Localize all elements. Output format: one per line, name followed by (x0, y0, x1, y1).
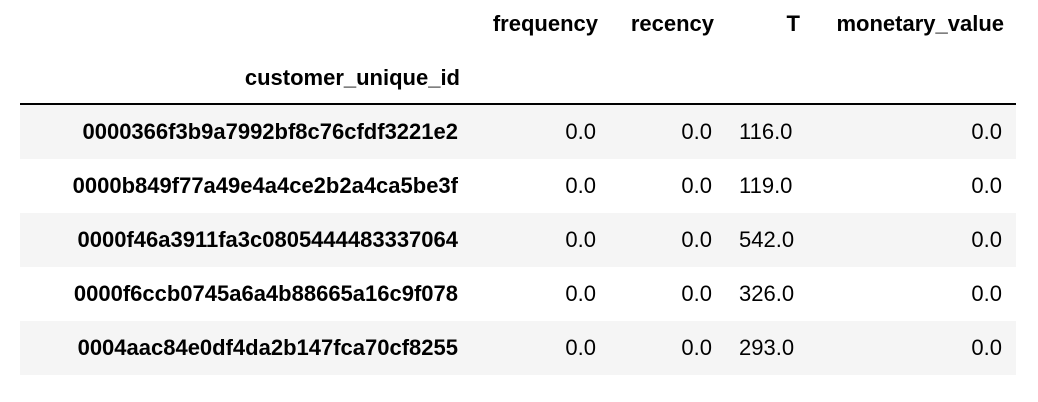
row-index-cell: 0000f46a3911fa3c0805444483337064 (77, 227, 459, 252)
frequency-cell: 0.0 (565, 173, 596, 198)
header-divider (20, 103, 1016, 105)
monetary-value-cell: 0.0 (971, 119, 1002, 144)
index-header: customer_unique_id (244, 65, 460, 90)
row-index-cell: 0004aac84e0df4da2b147fca70cf8255 (77, 335, 458, 360)
recency-cell: 0.0 (681, 227, 712, 252)
column-header-t: T (786, 11, 800, 36)
frequency-cell: 0.0 (565, 227, 596, 252)
table-row: 0000f46a3911fa3c0805444483337064 0.0 0.0… (20, 213, 1016, 267)
frequency-cell: 0.0 (565, 281, 596, 306)
recency-cell: 0.0 (681, 281, 712, 306)
column-header-recency: recency (630, 11, 714, 36)
table-row: 0004aac84e0df4da2b147fca70cf8255 0.0 0.0… (20, 321, 1016, 375)
recency-cell: 0.0 (681, 119, 712, 144)
t-cell: 119.0 (739, 173, 793, 198)
t-cell: 293.0 (739, 335, 795, 360)
monetary-value-cell: 0.0 (971, 335, 1002, 360)
table-row: 0000366f3b9a7992bf8c76cfdf3221e2 0.0 0.0… (20, 105, 1016, 159)
t-cell: 116.0 (739, 119, 793, 144)
t-cell: 542.0 (739, 227, 795, 252)
monetary-value-cell: 0.0 (971, 227, 1002, 252)
column-header-monetary-value: monetary_value (836, 11, 1004, 36)
recency-cell: 0.0 (681, 173, 712, 198)
frequency-cell: 0.0 (565, 119, 596, 144)
row-index-cell: 0000f6ccb0745a6a4b88665a16c9f078 (73, 281, 458, 306)
table-row: 0000b849f77a49e4a4ce2b2a4ca5be3f 0.0 0.0… (20, 159, 1016, 213)
t-cell: 326.0 (739, 281, 795, 306)
row-index-cell: 0000366f3b9a7992bf8c76cfdf3221e2 (82, 119, 458, 144)
column-header-frequency: frequency (492, 11, 598, 36)
monetary-value-cell: 0.0 (971, 281, 1002, 306)
table-row: 0000f6ccb0745a6a4b88665a16c9f078 0.0 0.0… (20, 267, 1016, 321)
recency-cell: 0.0 (681, 335, 712, 360)
monetary-value-cell: 0.0 (971, 173, 1002, 198)
frequency-cell: 0.0 (565, 335, 596, 360)
row-index-cell: 0000b849f77a49e4a4ce2b2a4ca5be3f (72, 173, 458, 198)
